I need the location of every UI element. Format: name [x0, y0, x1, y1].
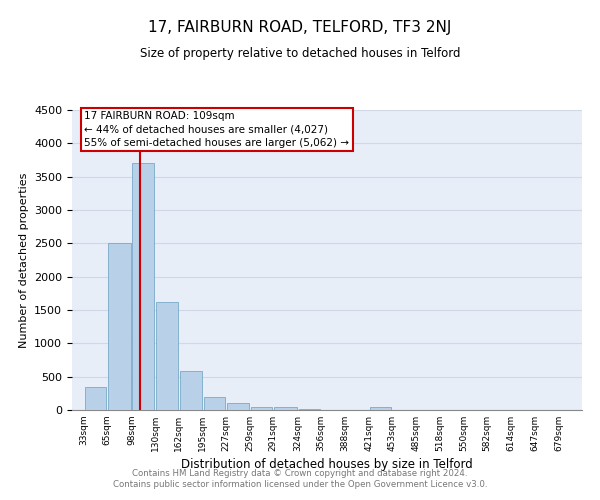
Bar: [156, 302, 178, 410]
Bar: [179, 370, 202, 410]
Bar: [227, 404, 249, 410]
Bar: [85, 386, 106, 410]
Y-axis label: Number of detached properties: Number of detached properties: [19, 172, 29, 348]
Text: Contains HM Land Registry data © Crown copyright and database right 2024.: Contains HM Land Registry data © Crown c…: [132, 468, 468, 477]
Bar: [370, 406, 391, 410]
Text: Size of property relative to detached houses in Telford: Size of property relative to detached ho…: [140, 48, 460, 60]
Text: 17, FAIRBURN ROAD, TELFORD, TF3 2NJ: 17, FAIRBURN ROAD, TELFORD, TF3 2NJ: [148, 20, 452, 35]
X-axis label: Distribution of detached houses by size in Telford: Distribution of detached houses by size …: [181, 458, 473, 471]
Bar: [108, 244, 131, 410]
Bar: [274, 406, 296, 410]
Bar: [251, 406, 272, 410]
Bar: [133, 164, 154, 410]
Text: 17 FAIRBURN ROAD: 109sqm
← 44% of detached houses are smaller (4,027)
55% of sem: 17 FAIRBURN ROAD: 109sqm ← 44% of detach…: [85, 112, 349, 148]
Bar: [204, 396, 226, 410]
Text: Contains public sector information licensed under the Open Government Licence v3: Contains public sector information licen…: [113, 480, 487, 489]
